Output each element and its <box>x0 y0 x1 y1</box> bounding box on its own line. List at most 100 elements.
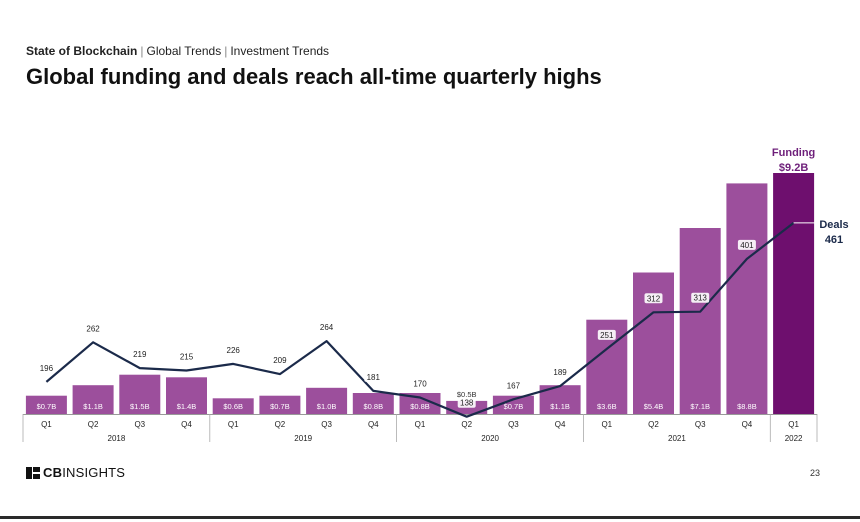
funding-bar <box>25 395 67 414</box>
x-tick-label: Q3 <box>134 420 145 429</box>
deals-point-label: 226 <box>227 346 241 355</box>
x-tick-label: Q3 <box>321 420 332 429</box>
deals-point-label: 170 <box>413 380 427 389</box>
funding-bar <box>72 385 114 414</box>
x-tick-label: Q2 <box>275 420 286 429</box>
breadcrumb-item: Global Trends <box>146 44 222 58</box>
deals-point-label: 262 <box>86 324 100 333</box>
funding-bar <box>306 387 348 414</box>
cbinsights-logo: CBINSIGHTS <box>26 465 125 480</box>
deals-label-bg <box>130 349 149 360</box>
year-label: 2020 <box>481 434 499 443</box>
year-label: 2018 <box>108 434 126 443</box>
deals-point-label: 138 <box>460 399 474 408</box>
x-tick-label: Q2 <box>648 420 659 429</box>
page-number: 23 <box>810 468 821 478</box>
deals-point-label: 312 <box>647 294 661 303</box>
deals-label-bg <box>737 239 756 250</box>
funding-bar-label: $1.4B <box>177 402 197 411</box>
funding-bar <box>399 393 441 414</box>
funding-bar-label: $0.7B <box>270 402 290 411</box>
funding-bar <box>119 374 161 414</box>
x-tick-label: Q4 <box>742 420 753 429</box>
funding-bar-label: $1.1B <box>550 402 570 411</box>
deals-label-bg <box>411 378 429 389</box>
x-tick-label: Q2 <box>88 420 99 429</box>
breadcrumb-item: Investment Trends <box>230 44 330 58</box>
year-label: 2019 <box>294 434 312 443</box>
deals-point-label: 189 <box>553 368 567 377</box>
deals-point-label: 401 <box>740 241 754 250</box>
bottom-rule <box>0 516 860 519</box>
deals-point-label: 215 <box>180 353 194 362</box>
page-title: Global funding and deals reach all-time … <box>26 64 602 89</box>
funding-bar-label: $1.0B <box>317 402 337 411</box>
deals-point-label: 219 <box>133 350 147 359</box>
funding-bar-label: $5.4B <box>644 402 664 411</box>
funding-bar <box>679 228 721 414</box>
funding-bar <box>773 173 815 414</box>
breadcrumb-separator: | <box>140 44 144 58</box>
funding-bar <box>212 398 254 414</box>
deals-point-label: 264 <box>320 323 334 332</box>
deals-point-label: 181 <box>367 373 381 382</box>
deals-label-bg <box>644 293 663 304</box>
x-tick-label: Q1 <box>788 420 799 429</box>
funding-bars <box>25 173 815 414</box>
year-label: 2021 <box>668 434 686 443</box>
deals-line-group: 196 262 219 215 226 209 264 181 170 138 167 189 251 3… <box>40 222 795 418</box>
x-tick-label: Q4 <box>181 420 192 429</box>
breadcrumb-separator: | <box>224 44 228 58</box>
funding-bar <box>259 395 301 414</box>
deals-label-bg <box>597 329 616 340</box>
deals-point-label: 167 <box>507 381 521 390</box>
x-tick-label: Q1 <box>601 420 612 429</box>
x-tick-label: Q2 <box>461 420 472 429</box>
breadcrumb: State of Blockchain | Global Trends | Invest… <box>26 44 329 58</box>
deals-label-bg <box>551 367 570 378</box>
funding-bar-label: $3.6B <box>597 402 617 411</box>
deals-callout-value: 461 <box>825 234 843 246</box>
x-tick-label: Q3 <box>508 420 519 429</box>
deals-label-bg <box>364 371 383 382</box>
deals-label-bg <box>691 292 710 303</box>
funding-callout-title: Funding <box>772 147 815 159</box>
funding-bar-label: $0.5B <box>457 390 477 399</box>
year-label: 2022 <box>785 434 803 443</box>
deals-callout-title: Deals <box>819 219 848 231</box>
callouts: Funding $9.2B Deals 461 <box>772 147 849 246</box>
funding-bar-label: $8.8B <box>737 402 757 411</box>
deals-label-bg <box>177 351 196 362</box>
x-tick-label: Q3 <box>695 420 706 429</box>
x-tick-label: Q1 <box>415 420 426 429</box>
x-tick-label: Q4 <box>368 420 379 429</box>
funding-bar-label: $1.1B <box>83 402 103 411</box>
funding-bar-label: $0.6B <box>223 402 243 411</box>
funding-bar-label: $7.1B <box>690 402 710 411</box>
funding-bar <box>726 183 768 414</box>
x-tick-label: Q1 <box>228 420 239 429</box>
cbinsights-logo-icon <box>26 466 40 479</box>
logo-text-rest: INSIGHTS <box>62 465 126 480</box>
funding-bar <box>166 377 207 414</box>
logo-text-bold: CB <box>43 465 63 480</box>
deals-label-bg <box>457 397 476 408</box>
funding-bar <box>492 395 534 414</box>
breadcrumb-item: State of Blockchain <box>26 44 138 58</box>
deals-line <box>45 222 795 418</box>
funding-bar-label: $0.7B <box>504 402 524 411</box>
funding-bar-label: $0.8B <box>363 402 383 411</box>
funding-bar <box>352 393 394 414</box>
x-tick-label: Q1 <box>41 420 52 429</box>
deals-point-label: 251 <box>600 331 614 340</box>
x-axis: Q1 Q2 Q3 Q4 Q1 Q2 Q3 Q4 Q1 Q2 Q3 Q4 Q1 Q2 Q3 Q4 Q1 2018 20… <box>22 414 818 443</box>
deals-point-label: 209 <box>273 356 287 365</box>
deals-point-label: 313 <box>694 294 708 303</box>
funding-bar-label: $0.7B <box>37 402 57 411</box>
deals-point-label: 196 <box>40 364 54 373</box>
funding-callout-value: $9.2B <box>779 162 808 174</box>
funding-bar-label: $1.5B <box>130 402 150 411</box>
funding-bar-label: $0.8B <box>410 402 430 411</box>
deals-label-bg <box>504 380 523 391</box>
